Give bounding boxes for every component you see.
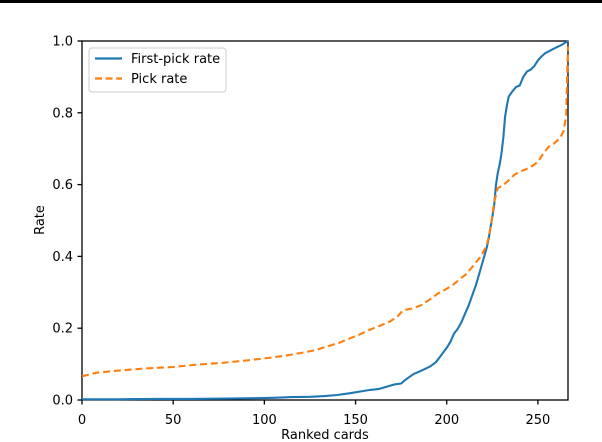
x-tick-label: 0 (78, 413, 86, 428)
y-tick-label: 0.2 (52, 322, 73, 337)
x-tick-label: 100 (252, 413, 277, 428)
plot-spines (81, 40, 569, 401)
series-lines (81, 40, 570, 401)
y-tick-label: 0.8 (52, 106, 73, 121)
x-tick-label: 250 (525, 413, 550, 428)
y-tick-label: 0.6 (52, 178, 73, 193)
y-tick-label: 0.4 (52, 250, 73, 265)
legend: First-pick rate Pick rate (88, 47, 227, 93)
top-rule (0, 0, 602, 3)
x-tick-label: 150 (343, 413, 368, 428)
legend-label-first-pick: First-pick rate (131, 52, 220, 67)
series-line-pick-rate (81, 46, 570, 378)
y-tick-label: 0.0 (52, 394, 73, 409)
y-axis: 0.0 0.2 0.4 0.6 0.8 1.0 (52, 35, 82, 409)
series-line-first-pick-rate (82, 40, 569, 401)
legend-label-pick: Pick rate (131, 72, 187, 87)
x-tick-label: 50 (165, 413, 182, 428)
x-tick-label: 200 (434, 413, 459, 428)
x-axis-label: Ranked cards (281, 428, 369, 442)
legend-box (88, 47, 227, 93)
x-axis: 0 50 100 150 200 250 (78, 400, 550, 428)
y-tick-label: 1.0 (52, 35, 73, 50)
y-axis-label: Rate (33, 205, 48, 235)
